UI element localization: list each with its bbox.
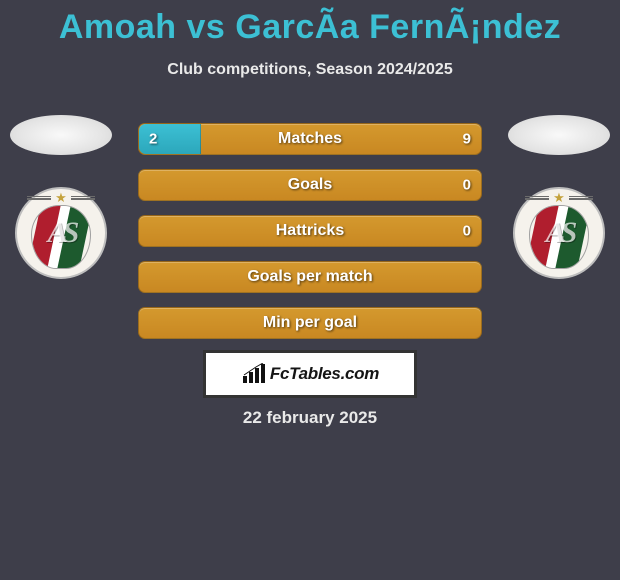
date-text: 22 february 2025 [0, 408, 620, 428]
page-title: Amoah vs GarcÃ­a FernÃ¡ndez [0, 0, 620, 47]
stat-label: Goals [288, 176, 332, 194]
stat-row: Goals per match [138, 261, 482, 293]
brand-text: FcTables.com [270, 364, 379, 384]
bar-chart-icon [241, 363, 267, 385]
player-right-club-badge: ★ AS [513, 187, 605, 279]
stat-value-right: 0 [463, 223, 471, 240]
stat-label: Matches [278, 130, 342, 148]
stat-label: Min per goal [263, 314, 357, 332]
stat-row: Hattricks 0 [138, 215, 482, 247]
brand-box: FcTables.com [203, 350, 417, 398]
player-left-column: ★ AS [6, 115, 116, 279]
stat-row: Goals 0 [138, 169, 482, 201]
player-right-column: ★ AS [504, 115, 614, 279]
subtitle: Club competitions, Season 2024/2025 [0, 61, 620, 79]
stat-label: Hattricks [276, 222, 344, 240]
stat-row: Min per goal [138, 307, 482, 339]
player-left-club-badge: ★ AS [15, 187, 107, 279]
stat-value-left: 2 [149, 131, 157, 148]
stat-row: Matches 2 9 [138, 123, 482, 155]
stat-value-right: 9 [463, 131, 471, 148]
stat-label: Goals per match [247, 268, 372, 286]
player-right-avatar-placeholder [508, 115, 610, 155]
player-left-avatar-placeholder [10, 115, 112, 155]
stat-value-right: 0 [463, 177, 471, 194]
stats-rows: Matches 2 9 Goals 0 Hattricks 0 Goals per match… [138, 123, 482, 339]
